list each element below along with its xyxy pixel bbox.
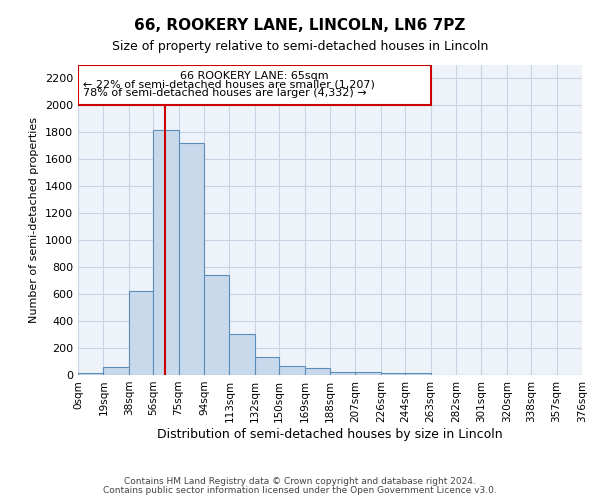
Bar xyxy=(381,373,405,375)
Bar xyxy=(153,130,179,375)
Text: 78% of semi-detached houses are larger (4,332) →: 78% of semi-detached houses are larger (… xyxy=(83,88,367,98)
Text: 66, ROOKERY LANE, LINCOLN, LN6 7PZ: 66, ROOKERY LANE, LINCOLN, LN6 7PZ xyxy=(134,18,466,32)
Text: Contains HM Land Registry data © Crown copyright and database right 2024.: Contains HM Land Registry data © Crown c… xyxy=(124,477,476,486)
Bar xyxy=(279,366,305,375)
Bar xyxy=(405,373,431,375)
Bar xyxy=(78,373,103,375)
Y-axis label: Number of semi-detached properties: Number of semi-detached properties xyxy=(29,117,40,323)
Bar xyxy=(103,367,129,375)
Bar xyxy=(305,368,330,375)
Bar xyxy=(255,357,279,375)
FancyBboxPatch shape xyxy=(78,65,431,106)
Text: 66 ROOKERY LANE: 65sqm: 66 ROOKERY LANE: 65sqm xyxy=(180,72,329,82)
X-axis label: Distribution of semi-detached houses by size in Lincoln: Distribution of semi-detached houses by … xyxy=(157,428,503,440)
Bar xyxy=(204,276,229,375)
Bar xyxy=(229,334,255,375)
Bar xyxy=(129,292,153,375)
Bar xyxy=(355,372,381,375)
Text: Contains public sector information licensed under the Open Government Licence v3: Contains public sector information licen… xyxy=(103,486,497,495)
Bar xyxy=(330,372,355,375)
Text: Size of property relative to semi-detached houses in Lincoln: Size of property relative to semi-detach… xyxy=(112,40,488,53)
Text: ← 22% of semi-detached houses are smaller (1,207): ← 22% of semi-detached houses are smalle… xyxy=(83,80,375,90)
Bar xyxy=(179,143,204,375)
